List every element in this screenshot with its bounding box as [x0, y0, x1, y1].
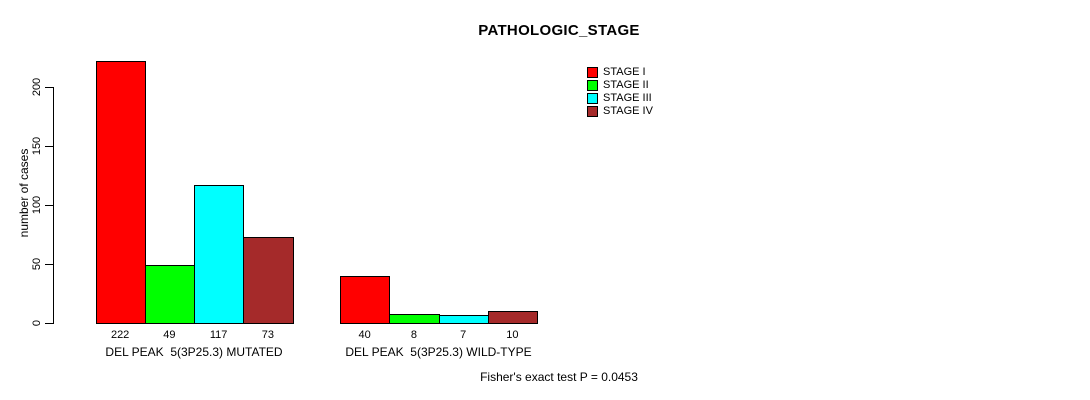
- y-tick-label: 150: [31, 136, 43, 156]
- legend-label: STAGE IV: [603, 105, 653, 117]
- legend-item: STAGE IV: [587, 105, 653, 117]
- legend-swatch: [587, 79, 598, 91]
- y-tick: [45, 87, 53, 88]
- chart-title: PATHOLOGIC_STAGE: [478, 22, 640, 39]
- legend-swatch: [587, 66, 598, 78]
- bar: [95, 61, 146, 324]
- y-tick: [45, 146, 53, 147]
- group-label: DEL PEAK 5(3P25.3) MUTATED: [105, 345, 283, 359]
- bar-value-label: 7: [460, 329, 467, 341]
- legend-swatch: [587, 105, 598, 117]
- bar: [243, 237, 294, 324]
- legend-item: STAGE III: [587, 92, 652, 104]
- bar-value-label: 117: [209, 329, 228, 341]
- annotation-fisher-test: Fisher's exact test P = 0.0453: [480, 370, 638, 384]
- legend-item: STAGE II: [587, 79, 649, 91]
- bar-value-label: 10: [506, 329, 519, 341]
- group-label: DEL PEAK 5(3P25.3) WILD-TYPE: [345, 345, 532, 359]
- bar: [438, 315, 489, 324]
- bar: [487, 311, 538, 324]
- legend-label: STAGE III: [603, 92, 652, 104]
- legend-item: STAGE I: [587, 66, 646, 78]
- bar-value-label: 73: [261, 329, 274, 341]
- y-tick: [45, 264, 53, 265]
- y-tick: [45, 323, 53, 324]
- bar: [144, 265, 195, 324]
- bar: [340, 276, 391, 324]
- bar-value-label: 222: [110, 329, 130, 341]
- bar: [389, 314, 440, 324]
- legend-swatch: [587, 92, 598, 104]
- legend: STAGE I STAGE II STAGE III STAGE IV: [587, 66, 707, 126]
- y-tick-label: 50: [31, 257, 43, 271]
- bar: [194, 185, 245, 324]
- y-tick-label: 200: [31, 77, 43, 97]
- y-tick: [45, 205, 53, 206]
- y-tick-label: 0: [31, 319, 43, 327]
- bar-value-label: 49: [163, 329, 176, 341]
- bar-value-label: 8: [410, 329, 417, 341]
- y-tick-label: 100: [31, 195, 43, 215]
- legend-label: STAGE II: [603, 79, 649, 91]
- legend-label: STAGE I: [603, 66, 646, 78]
- y-axis-line: [53, 87, 54, 324]
- bar-value-label: 40: [358, 329, 371, 341]
